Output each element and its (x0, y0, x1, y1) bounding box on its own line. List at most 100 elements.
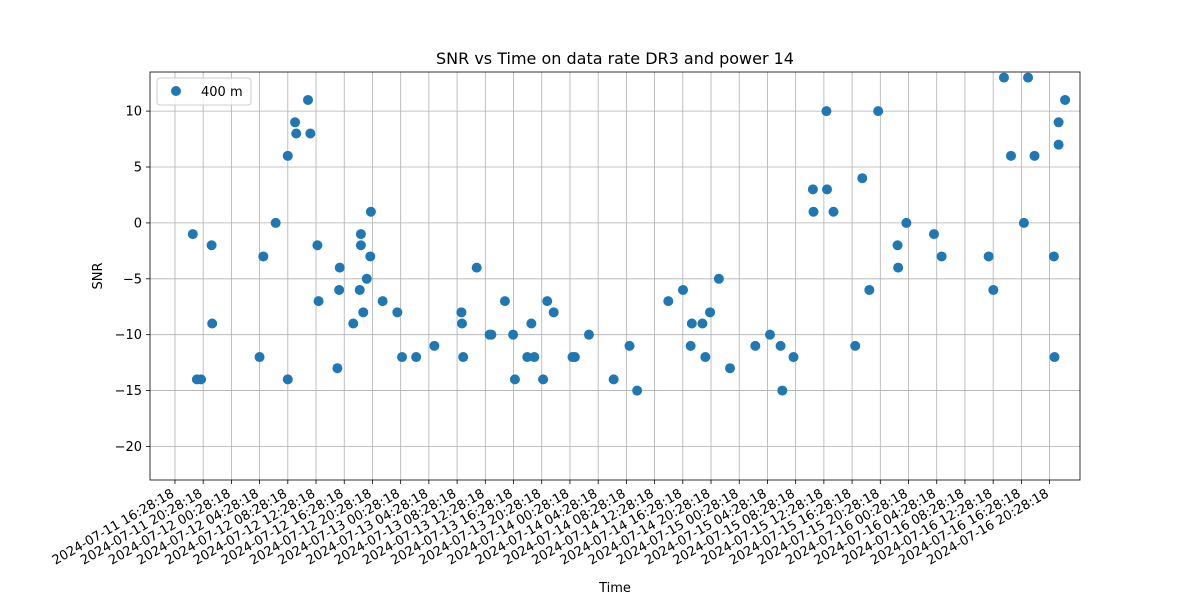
data-point (1048, 251, 1059, 262)
data-point (583, 329, 594, 340)
data-point (522, 352, 533, 363)
data-point (358, 307, 369, 318)
data-point (1053, 139, 1064, 150)
data-point (458, 352, 469, 363)
data-point (291, 128, 302, 139)
data-point (1005, 150, 1016, 161)
legend: 400 m (156, 77, 252, 106)
data-point (508, 329, 519, 340)
data-point (624, 340, 635, 351)
legend-label: 400 m (201, 85, 243, 100)
data-point (334, 284, 345, 295)
data-point (713, 273, 724, 284)
data-point (608, 374, 619, 385)
data-point (1053, 117, 1064, 128)
data-point (365, 251, 376, 262)
y-tick-label: 10 (125, 105, 142, 120)
data-point (663, 296, 674, 307)
data-point (850, 340, 861, 351)
data-point (569, 352, 580, 363)
data-point (1060, 94, 1071, 105)
data-point (196, 374, 207, 385)
data-point (775, 340, 786, 351)
data-point (290, 117, 301, 128)
data-point (529, 352, 540, 363)
y-tick-label: −15 (115, 384, 142, 399)
data-points (187, 72, 1071, 396)
data-point (397, 352, 408, 363)
data-point (456, 307, 467, 318)
y-axis-label: SNR (91, 262, 106, 289)
data-point (700, 352, 711, 363)
data-point (526, 318, 537, 329)
data-point (788, 352, 799, 363)
data-point (1018, 217, 1029, 228)
data-point (725, 363, 736, 374)
data-point (361, 273, 372, 284)
data-point (411, 352, 422, 363)
data-point (678, 284, 689, 295)
data-point (686, 318, 697, 329)
data-point (864, 284, 875, 295)
data-point (821, 106, 832, 117)
y-tick-label: −10 (115, 328, 142, 343)
data-point (808, 206, 819, 217)
data-point (857, 173, 868, 184)
data-point (456, 318, 467, 329)
data-point (988, 284, 999, 295)
data-point (377, 296, 388, 307)
legend-box (156, 77, 252, 106)
data-point (697, 318, 708, 329)
x-axis-label: Time (598, 581, 631, 596)
data-point (822, 184, 833, 195)
data-point (270, 217, 281, 228)
data-point (305, 128, 316, 139)
data-point (685, 340, 696, 351)
data-point (936, 251, 947, 262)
grid-lines (150, 72, 1080, 480)
data-point (928, 229, 939, 240)
data-point (365, 206, 376, 217)
data-point (1023, 72, 1034, 83)
data-point (750, 340, 761, 351)
data-point (282, 150, 293, 161)
data-point (254, 352, 265, 363)
data-point (509, 374, 520, 385)
data-point (429, 340, 440, 351)
data-point (312, 240, 323, 251)
data-point (983, 251, 994, 262)
data-point (392, 307, 403, 318)
data-point (499, 296, 510, 307)
data-point (828, 206, 839, 217)
data-point (355, 229, 366, 240)
y-tick-label: 5 (134, 161, 142, 176)
y-axis-ticks: 10 5 0 −5 −10 −15 −20 (115, 105, 150, 455)
data-point (892, 240, 903, 251)
data-point (705, 307, 716, 318)
data-point (1029, 150, 1040, 161)
data-point (207, 318, 218, 329)
data-point (348, 318, 359, 329)
y-tick-label: −20 (115, 440, 142, 455)
chart-title: SNR vs Time on data rate DR3 and power 1… (436, 49, 794, 68)
data-point (332, 363, 343, 374)
data-point (765, 329, 775, 340)
data-point (313, 296, 324, 307)
plot-area-frame (149, 71, 1081, 481)
legend-marker (171, 86, 181, 96)
data-point (354, 284, 365, 295)
data-point (282, 374, 293, 385)
y-tick-label: 0 (134, 216, 142, 231)
data-point (302, 94, 313, 105)
data-point (807, 184, 818, 195)
data-point (258, 251, 269, 262)
data-point (334, 262, 345, 273)
data-point (777, 385, 788, 396)
data-point (486, 329, 497, 340)
y-tick-label: −5 (123, 272, 142, 287)
data-point (548, 307, 559, 318)
data-point (471, 262, 482, 273)
data-point (1049, 352, 1060, 363)
